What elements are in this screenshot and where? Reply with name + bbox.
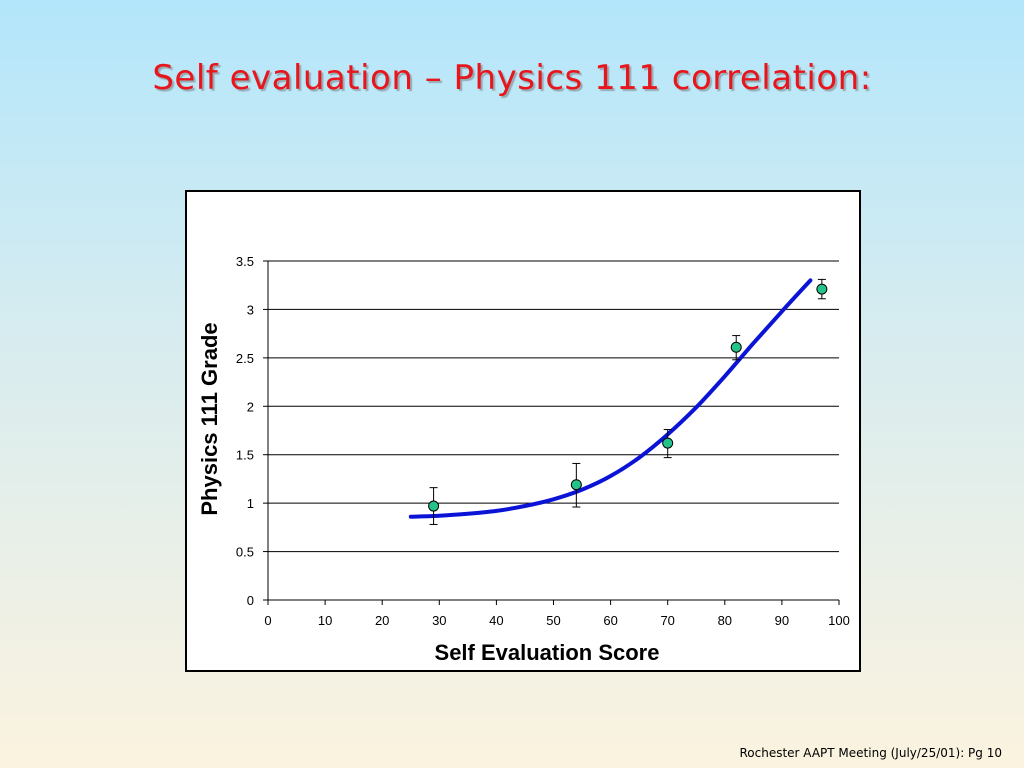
x-tick-label: 70: [660, 613, 674, 628]
data-point-marker: [428, 500, 440, 512]
scatter-chart: 0 10 20 30 40 50 60 70 80 90 100 00.511.522.533.5 …: [197, 254, 850, 665]
y-tick-label: 2.5: [236, 351, 254, 366]
chart-frame: 0 10 20 30 40 50 60 70 80 90 100 0 0.5 1 1.5 2 2.5 3 3.5 …: [185, 190, 861, 672]
x-tick-label: 0: [264, 613, 271, 628]
x-tick-label: 40: [489, 613, 503, 628]
x-tick-label: 20: [375, 613, 389, 628]
x-axis-label: Self Evaluation Score: [435, 640, 660, 665]
x-tick-label: 30: [432, 613, 446, 628]
data-point-group: [428, 487, 440, 525]
fit-curve-layer: [408, 278, 813, 519]
y-tick-label: 3: [247, 302, 254, 317]
axes: [263, 260, 840, 605]
x-tick-label: 50: [546, 613, 560, 628]
x-tick-labels: 0 10 20 30 40 50 60 70 80 90 100: [264, 613, 849, 628]
y-tick-label: 0.5: [236, 545, 254, 560]
data-point-group: [570, 462, 582, 508]
slide-title: Self evaluation – Physics 111 correlatio…: [152, 58, 872, 98]
data-point-group: [662, 429, 674, 459]
y-tick-label: 1.5: [236, 448, 254, 463]
footer-text: Rochester AAPT Meeting (July/25/01): Pg …: [739, 746, 1002, 760]
x-tick-label: 100: [828, 613, 850, 628]
y-tick-label: 1: [247, 496, 254, 511]
y-tick-labels: 0 0.5 1 1.5 2 2.5 3 3.5: [236, 254, 254, 608]
data-point-marker: [570, 479, 582, 491]
x-tick-label: 90: [775, 613, 789, 628]
data-point-group: [730, 335, 742, 361]
data-point-group: [816, 278, 828, 300]
data-points: [428, 278, 828, 525]
data-point-marker: [662, 437, 674, 449]
x-tick-label: 80: [718, 613, 732, 628]
data-point-marker: [730, 341, 742, 353]
gridlines: [268, 260, 839, 553]
x-tick-label: 60: [603, 613, 617, 628]
y-tick-label: 3.5: [236, 254, 254, 269]
data-point-marker: [816, 283, 828, 295]
y-axis-label: Physics 111 Grade: [197, 322, 222, 515]
y-tick-label: 0: [247, 593, 254, 608]
x-tick-label: 10: [318, 613, 332, 628]
fit-curve-line: [408, 278, 813, 519]
y-tick-label: 2: [247, 399, 254, 414]
